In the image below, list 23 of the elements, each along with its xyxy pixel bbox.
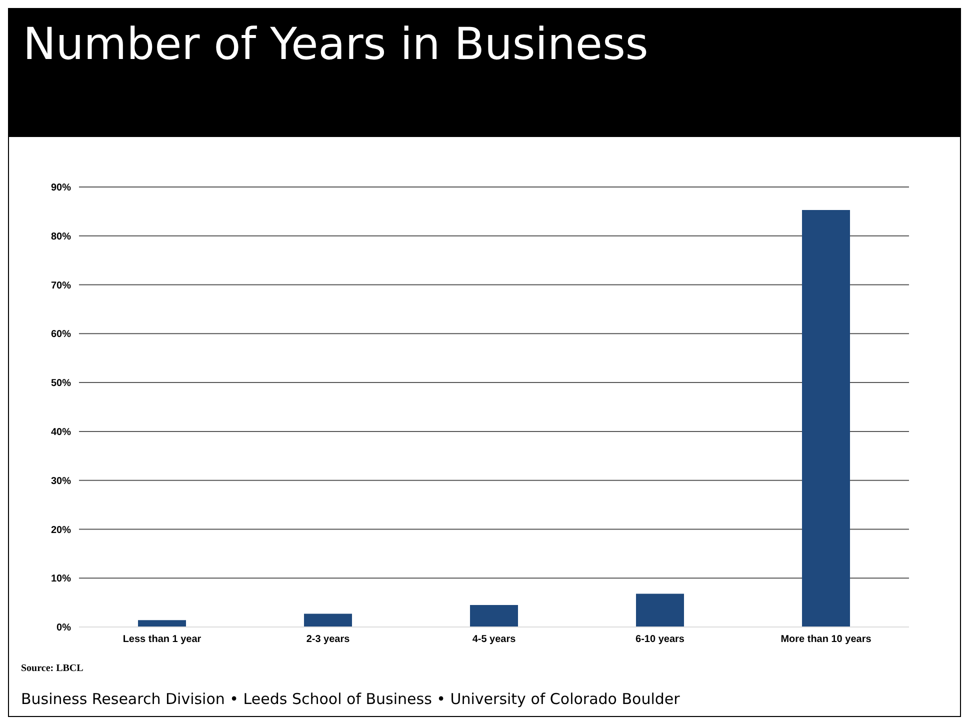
- y-tick-label: 40%: [50, 426, 72, 438]
- y-tick-label: 70%: [50, 280, 72, 292]
- y-tick-label: 10%: [50, 574, 72, 585]
- bar: [304, 614, 352, 627]
- x-tick-label: 4-5 years: [472, 634, 516, 646]
- chart-title: Number of Years in Business: [9, 9, 960, 137]
- x-tick-label: More than 10 years: [780, 634, 872, 646]
- y-tick-label: 80%: [50, 231, 72, 242]
- y-tick-label: 20%: [50, 524, 72, 536]
- x-tick-label: 2-3 years: [306, 634, 350, 646]
- y-tick-label: 30%: [50, 476, 72, 487]
- y-tick-label: 0%: [56, 622, 72, 634]
- bar: [138, 620, 186, 627]
- bar: [636, 594, 684, 627]
- y-tick-label: 60%: [50, 329, 72, 340]
- bar: [470, 605, 518, 627]
- y-tick-label: 90%: [50, 182, 72, 194]
- bar: [802, 210, 850, 627]
- source-note: Source: LBCL: [21, 663, 84, 674]
- y-tick-label: 50%: [50, 378, 72, 390]
- x-tick-label: Less than 1 year: [122, 634, 202, 646]
- x-tick-label: 6-10 years: [636, 634, 685, 646]
- text: Business Research Division • Leeds School of Business • University of Colorado Boulder: [21, 690, 680, 708]
